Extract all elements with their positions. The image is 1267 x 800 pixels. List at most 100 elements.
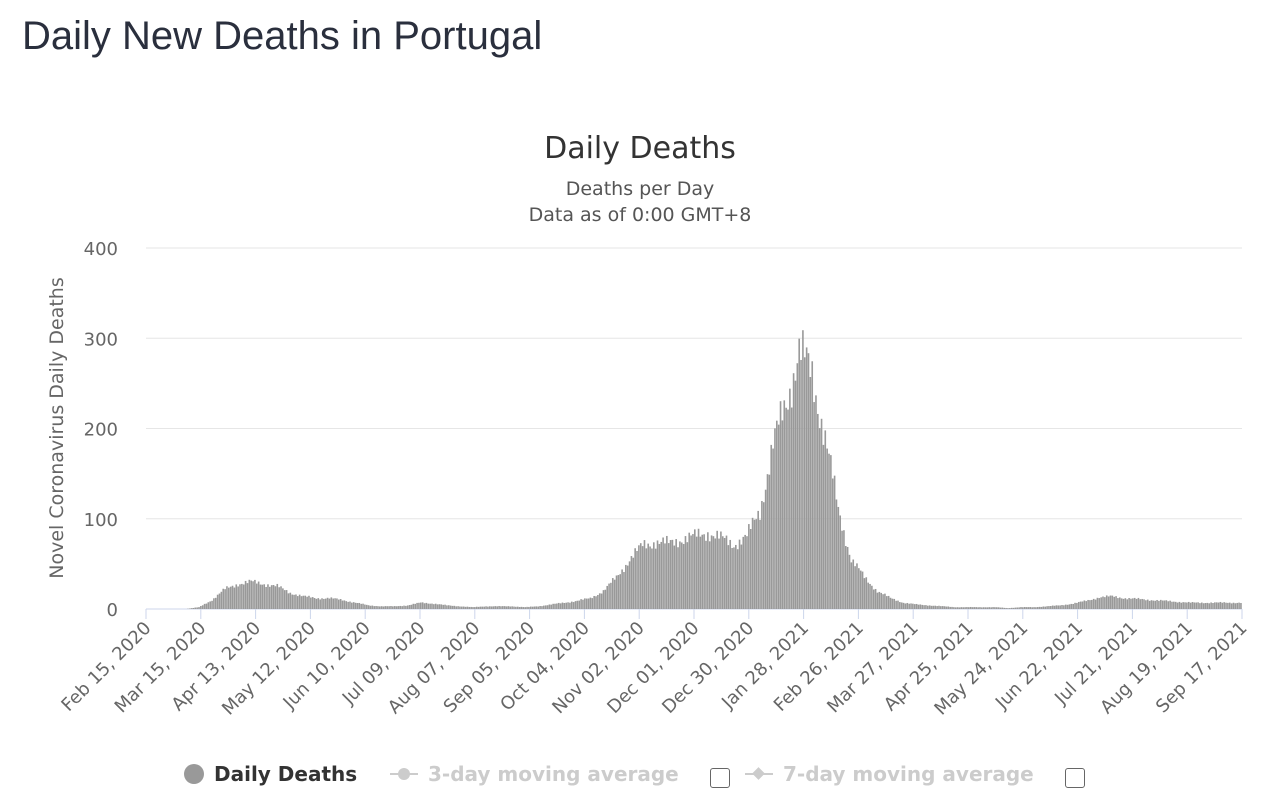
daily-deaths-bar[interactable] [1048, 606, 1050, 609]
daily-deaths-bar[interactable] [740, 544, 743, 609]
daily-deaths-bar[interactable] [192, 607, 195, 609]
daily-deaths-bar[interactable] [1132, 598, 1134, 609]
daily-deaths-bar[interactable] [606, 585, 608, 609]
daily-deaths-bar[interactable] [817, 413, 819, 609]
daily-deaths-bar[interactable] [252, 581, 254, 609]
daily-deaths-bar[interactable] [462, 606, 465, 609]
daily-deaths-bar[interactable] [481, 606, 484, 609]
daily-deaths-bar[interactable] [598, 593, 601, 609]
daily-deaths-bar[interactable] [716, 530, 718, 609]
daily-deaths-bar[interactable] [1113, 596, 1115, 609]
daily-deaths-bar[interactable] [636, 551, 638, 609]
daily-deaths-bar[interactable] [973, 607, 976, 609]
daily-deaths-bar[interactable] [1158, 600, 1160, 609]
daily-deaths-bar[interactable] [304, 595, 307, 609]
daily-deaths-bar[interactable] [498, 605, 500, 609]
daily-deaths-bar[interactable] [858, 568, 860, 609]
daily-deaths-bar[interactable] [712, 536, 715, 609]
daily-deaths-bar[interactable] [559, 603, 562, 609]
legend-item-7-day-moving-average[interactable]: 7-day moving average [745, 756, 1034, 792]
daily-deaths-bar[interactable] [805, 347, 808, 609]
daily-deaths-bar[interactable] [570, 601, 573, 609]
daily-deaths-bar[interactable] [556, 603, 558, 610]
daily-deaths-bar[interactable] [1068, 604, 1071, 609]
daily-deaths-bar[interactable] [1057, 605, 1060, 609]
daily-deaths-bar[interactable] [211, 600, 213, 609]
daily-deaths-bar[interactable] [1023, 607, 1026, 609]
daily-deaths-bar[interactable] [656, 540, 659, 609]
daily-deaths-bar[interactable] [928, 605, 931, 609]
daily-deaths-bar[interactable] [727, 545, 730, 609]
daily-deaths-bar[interactable] [334, 598, 336, 609]
daily-deaths-bar[interactable] [248, 579, 251, 609]
daily-deaths-bar[interactable] [565, 602, 567, 609]
daily-deaths-bar[interactable] [1007, 608, 1009, 609]
daily-deaths-bar[interactable] [589, 597, 592, 609]
daily-deaths-bar[interactable] [643, 540, 646, 609]
daily-deaths-bar[interactable] [1018, 607, 1020, 609]
daily-deaths-bar[interactable] [1124, 598, 1127, 609]
daily-deaths-bar[interactable] [483, 606, 485, 609]
daily-deaths-bar[interactable] [1165, 600, 1168, 609]
daily-deaths-bar[interactable] [213, 598, 215, 609]
daily-deaths-bar[interactable] [591, 598, 594, 609]
daily-deaths-bar[interactable] [958, 607, 961, 609]
daily-deaths-bar[interactable] [779, 401, 782, 609]
daily-deaths-bar[interactable] [444, 604, 446, 609]
daily-deaths-bar[interactable] [768, 474, 771, 609]
daily-deaths-bar[interactable] [447, 605, 450, 609]
daily-deaths-bar[interactable] [1044, 606, 1047, 609]
daily-deaths-bar[interactable] [917, 604, 920, 609]
daily-deaths-bar[interactable] [919, 604, 922, 609]
daily-deaths-bar[interactable] [237, 586, 239, 609]
daily-deaths-bar[interactable] [267, 584, 269, 609]
daily-deaths-bar[interactable] [438, 604, 441, 609]
daily-deaths-bar[interactable] [528, 606, 530, 609]
daily-deaths-bar[interactable] [1204, 603, 1207, 609]
daily-deaths-bar[interactable] [1187, 601, 1190, 609]
daily-deaths-bar[interactable] [250, 580, 252, 609]
daily-deaths-bar[interactable] [200, 605, 202, 609]
daily-deaths-bar[interactable] [938, 605, 940, 609]
daily-deaths-bar[interactable] [923, 605, 925, 609]
daily-deaths-bar[interactable] [647, 543, 650, 609]
daily-deaths-bar[interactable] [695, 536, 698, 609]
daily-deaths-bar[interactable] [352, 602, 355, 609]
daily-deaths-bar[interactable] [815, 395, 817, 609]
daily-deaths-bar[interactable] [569, 602, 571, 609]
daily-deaths-bar[interactable] [718, 538, 720, 609]
daily-deaths-bar[interactable] [356, 603, 359, 609]
daily-deaths-bar[interactable] [474, 607, 476, 609]
daily-deaths-bar[interactable] [686, 542, 689, 609]
daily-deaths-bar[interactable] [533, 606, 536, 609]
daily-deaths-bar[interactable] [1014, 607, 1017, 609]
daily-deaths-bar[interactable] [876, 592, 879, 609]
daily-deaths-bar[interactable] [1150, 600, 1153, 609]
daily-deaths-bar[interactable] [912, 603, 914, 609]
daily-deaths-bar[interactable] [425, 602, 428, 609]
daily-deaths-bar[interactable] [1074, 602, 1076, 609]
daily-deaths-bar[interactable] [1076, 602, 1078, 609]
daily-deaths-bar[interactable] [242, 584, 245, 609]
daily-deaths-bar[interactable] [1223, 602, 1225, 609]
daily-deaths-bar[interactable] [423, 603, 426, 609]
daily-deaths-bar[interactable] [720, 531, 722, 609]
daily-deaths-bar[interactable] [401, 606, 403, 609]
daily-deaths-bar[interactable] [351, 602, 353, 609]
daily-deaths-bar[interactable] [427, 603, 430, 609]
daily-deaths-bar[interactable] [587, 598, 590, 609]
daily-deaths-bar[interactable] [1020, 607, 1022, 609]
daily-deaths-bar[interactable] [371, 605, 374, 609]
daily-deaths-bar[interactable] [833, 475, 836, 609]
daily-deaths-bar[interactable] [654, 548, 657, 609]
daily-deaths-bar[interactable] [822, 444, 825, 609]
daily-deaths-bar[interactable] [1191, 602, 1194, 609]
daily-deaths-bar[interactable] [326, 597, 329, 609]
daily-deaths-bar[interactable] [785, 407, 787, 609]
daily-deaths-bar[interactable] [854, 566, 856, 609]
daily-deaths-bar[interactable] [1148, 600, 1151, 609]
daily-deaths-bar[interactable] [660, 541, 663, 609]
daily-deaths-bar[interactable] [464, 606, 467, 609]
daily-deaths-bar[interactable] [1096, 597, 1099, 609]
daily-deaths-bar[interactable] [492, 606, 495, 609]
